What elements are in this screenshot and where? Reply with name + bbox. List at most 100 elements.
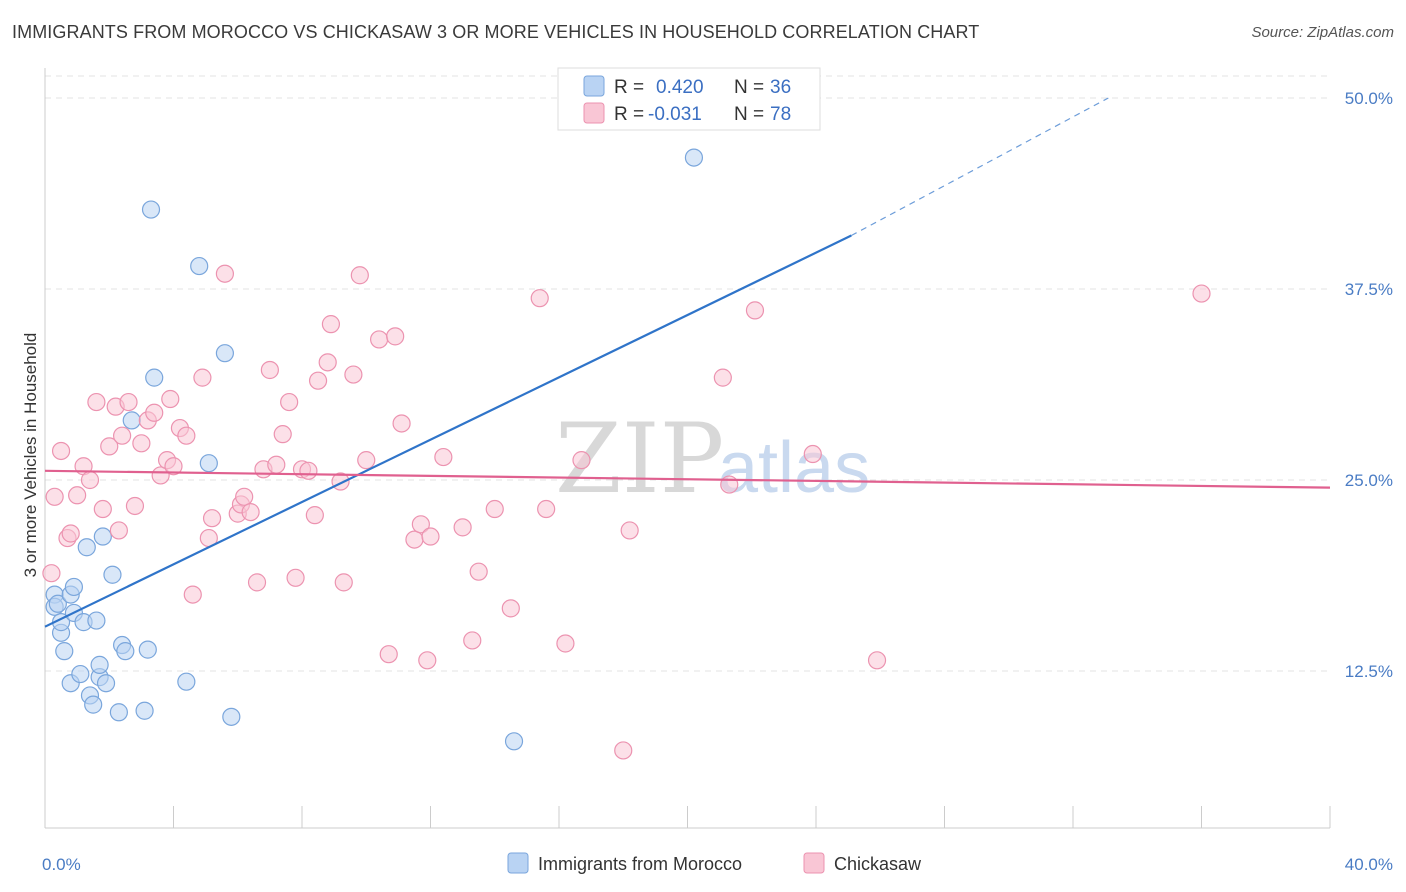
chickasaw-point-76 — [867, 651, 887, 670]
morocco-point-33 — [222, 707, 241, 726]
chickasaw-point-36 — [260, 360, 279, 380]
watermark: ZIP atlas — [555, 403, 870, 515]
stats-legend-n-label-morocco: N = — [734, 77, 764, 98]
chickasaw-point-4 — [61, 524, 80, 543]
chickasaw-point-26 — [193, 368, 212, 387]
morocco-point-2 — [48, 594, 67, 613]
morocco-point-19 — [96, 674, 116, 693]
chickasaw-point-44 — [308, 371, 328, 390]
chickasaw-point-45 — [318, 353, 337, 372]
chickasaw-point-53 — [379, 645, 398, 664]
chickasaw-point-49 — [344, 365, 363, 384]
grid-lines — [45, 75, 1330, 672]
morocco-point-18 — [93, 527, 112, 546]
series-legend-swatch-morocco — [507, 852, 529, 874]
chickasaw-point-16 — [132, 434, 151, 453]
chickasaw-point-10 — [100, 437, 119, 456]
chickasaw-point-51 — [357, 451, 376, 470]
chickasaw-point-9 — [93, 499, 112, 519]
chickasaw-point-39 — [280, 392, 299, 412]
chickasaw-point-22 — [164, 457, 183, 476]
morocco-point-24 — [122, 411, 141, 430]
morocco-point-7 — [64, 577, 84, 597]
morocco-point-26 — [138, 640, 157, 659]
stats-legend-n-label-chickasaw: N = — [734, 104, 764, 125]
x-tick-labels: 0.0% 40.0% — [42, 855, 1393, 874]
chickasaw-point-58 — [418, 651, 437, 670]
stats-legend-r-label-chickasaw: R = — [614, 104, 644, 125]
series-legend-label-chickasaw: Chickasaw — [834, 854, 922, 874]
morocco-point-30 — [190, 256, 209, 276]
morocco-point-27 — [145, 368, 164, 387]
chickasaw-point-50 — [350, 266, 369, 285]
chickasaw-point-33 — [241, 502, 260, 522]
stats-legend: R = 0.420 N = 36 R = -0.031 N = 78 — [557, 67, 821, 131]
chickasaw-point-75 — [803, 444, 822, 464]
chickasaw-point-48 — [334, 573, 353, 592]
series-legend-swatch-chickasaw — [803, 852, 825, 874]
chickasaw-point-13 — [112, 426, 132, 445]
morocco-point-20 — [103, 565, 122, 584]
morocco-trend-extension — [851, 97, 1109, 237]
chickasaw-point-37 — [267, 455, 286, 474]
stats-legend-n-value-morocco: 36 — [770, 77, 791, 98]
chickasaw-point-61 — [453, 518, 472, 537]
chickasaw-point-25 — [183, 585, 202, 604]
chickasaw-point-5 — [68, 486, 87, 505]
chickasaw-point-66 — [530, 289, 549, 308]
axes — [44, 68, 1331, 829]
chickasaw-point-21 — [161, 389, 180, 409]
data-points — [42, 148, 1211, 760]
x-tick-label-1: 40.0% — [1345, 855, 1393, 874]
morocco-point-15 — [87, 611, 106, 630]
y-tick-labels: 12.5% 25.0% 37.5% 50.0% — [1345, 89, 1393, 681]
morocco-point-12 — [77, 538, 96, 557]
stats-legend-r-label-morocco: R = — [614, 77, 644, 98]
morocco-point-25 — [135, 701, 154, 720]
morocco-point-5 — [55, 642, 74, 661]
morocco-point-17 — [90, 655, 109, 674]
stats-legend-swatch-morocco — [583, 75, 605, 97]
chickasaw-trend-line — [44, 469, 1331, 489]
chickasaw-point-71 — [620, 521, 639, 540]
chickasaw-point-24 — [177, 426, 196, 445]
morocco-point-21 — [109, 703, 128, 722]
stats-legend-swatch-chickasaw — [583, 102, 605, 124]
chickasaw-point-46 — [321, 315, 341, 334]
chickasaw-point-55 — [392, 414, 411, 433]
morocco-point-35 — [684, 148, 704, 167]
morocco-point-14 — [84, 695, 103, 714]
series-legend-label-morocco: Immigrants from Morocco — [538, 854, 742, 874]
morocco-point-32 — [215, 344, 234, 363]
chickasaw-point-74 — [745, 301, 765, 320]
morocco-point-31 — [199, 454, 218, 473]
morocco-trend-line — [44, 234, 852, 628]
morocco-point-10 — [71, 664, 90, 684]
chickasaw-point-0 — [42, 564, 61, 583]
chickasaw-point-56 — [405, 530, 424, 549]
stats-legend-r-value-morocco: 0.420 — [656, 77, 704, 98]
chickasaw-point-63 — [469, 562, 488, 581]
chickasaw-point-1 — [45, 487, 64, 506]
series-legend: Immigrants from Morocco Chickasaw — [507, 852, 922, 874]
morocco-point-23 — [116, 642, 135, 661]
chickasaw-point-57 — [411, 515, 430, 534]
chickasaw-point-77 — [1192, 284, 1211, 303]
x-tick-label-0: 0.0% — [42, 855, 81, 874]
chickasaw-point-42 — [299, 461, 318, 480]
chart-title: IMMIGRANTS FROM MOROCCO VS CHICKASAW 3 O… — [12, 22, 980, 42]
y-tick-label-2: 37.5% — [1345, 280, 1393, 299]
y-tick-label-3: 50.0% — [1345, 89, 1393, 108]
chickasaw-point-68 — [556, 634, 575, 653]
chickasaw-point-60 — [434, 447, 453, 467]
chickasaw-point-18 — [145, 403, 164, 422]
chickasaw-point-64 — [485, 499, 504, 519]
chickasaw-point-29 — [215, 264, 234, 283]
chickasaw-point-69 — [572, 451, 591, 470]
chickasaw-point-19 — [151, 466, 170, 485]
chickasaw-point-43 — [305, 506, 324, 525]
chickasaw-point-70 — [614, 741, 633, 760]
stats-legend-r-value-chickasaw: -0.031 — [648, 104, 702, 125]
morocco-point-29 — [177, 672, 196, 691]
